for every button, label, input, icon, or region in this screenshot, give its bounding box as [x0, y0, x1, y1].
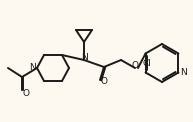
Text: Cl: Cl: [142, 59, 151, 68]
Text: O: O: [101, 77, 108, 86]
Text: O: O: [131, 61, 139, 71]
Text: N: N: [180, 68, 187, 77]
Text: N: N: [29, 63, 35, 72]
Text: N: N: [82, 54, 88, 62]
Text: O: O: [23, 88, 30, 97]
